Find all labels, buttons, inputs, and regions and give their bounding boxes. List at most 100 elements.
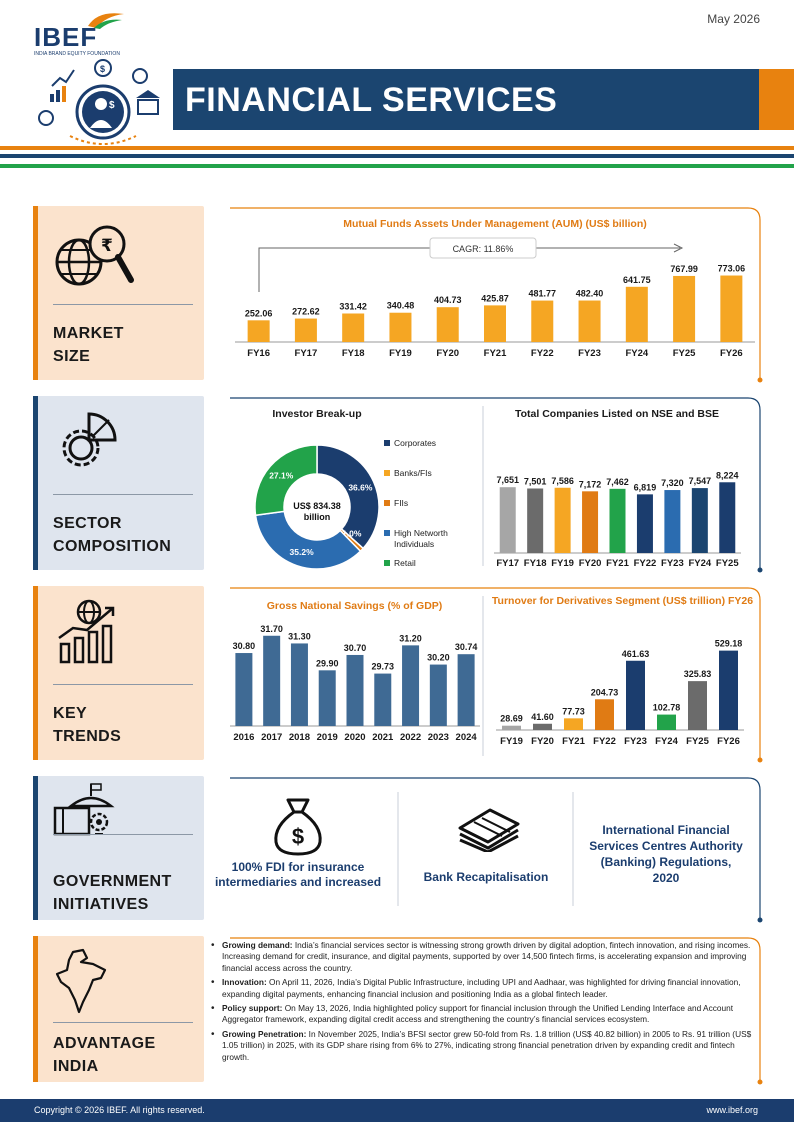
aum-category-label: FY25 [673,348,696,359]
savings-bar [290,643,308,726]
green-stripe [0,164,794,168]
aum-category-label: FY20 [436,348,459,359]
listed-category-label: FY17 [496,558,519,569]
gov-item-fdi-insurance: 100% FDI for insurance intermediaries an… [214,860,382,889]
aum-bar [578,300,601,342]
government-initiatives-label-line1: GOVERNMENT [53,873,172,890]
legend-label: Corporates [394,438,436,448]
government-initiatives-divider [53,834,193,835]
svg-text:$: $ [292,824,304,849]
market-size-label-line2: SIZE [53,348,91,365]
listed-category-label: FY18 [524,558,547,569]
savings-category-label: 2020 [344,732,365,743]
savings-value-label: 30.70 [344,643,367,653]
aum-value-label: 482.40 [576,289,604,299]
savings-bar [429,664,447,726]
savings-category-label: 2017 [261,732,282,743]
savings-value-label: 30.80 [233,641,256,651]
listed-value-label: 7,651 [496,475,519,485]
investor-slice [254,510,362,570]
title-banner: FINANCIAL SERVICES [173,69,759,130]
listed-value-label: 7,586 [551,476,574,486]
derivatives-category-label: FY20 [531,736,554,747]
derivatives-bar [533,723,552,730]
advantage-points-list: Growing demand: India’s financial servic… [210,940,762,1066]
aum-chart-title: Mutual Funds Assets Under Management (AU… [343,218,647,230]
listed-value-label: 6,819 [634,482,657,492]
aum-value-label: 641.75 [623,275,651,285]
legend-label: High Networth [394,528,448,538]
market-size-label: MARKET SIZE [53,322,124,368]
listed-value-label: 8,224 [716,470,739,480]
listed-bar [719,482,736,553]
savings-bar [318,670,336,726]
page-footer: Copyright © 2026 IBEF. All rights reserv… [0,1099,794,1122]
government-initiatives-label: GOVERNMENT INITIATIVES [53,870,172,916]
aum-value-label: 340.48 [387,301,415,311]
title-accent-block [759,69,794,130]
derivatives-value-label: 461.63 [622,649,650,659]
key-trends-box: KEY TRENDS [33,586,204,760]
ibef-logo: IBEF INDIA BRAND EQUITY FOUNDATION [34,13,144,58]
advantage-india-box: ADVANTAGE INDIA [33,936,204,1082]
derivatives-bar [688,681,707,730]
derivatives-bar [564,718,583,730]
market-size-box: ₹ MARKET SIZE [33,206,204,380]
derivatives-category-label: FY24 [655,736,678,747]
savings-bar [263,635,281,726]
aum-category-label: FY23 [578,348,601,359]
advantage-point-heading: Growing demand: [222,940,293,950]
advantage-point: Growing Penetration: In November 2025, I… [210,1029,762,1063]
derivatives-value-label: 102.78 [653,703,681,713]
government-initiatives-bar [33,776,38,920]
aum-category-label: FY17 [295,348,318,359]
aum-value-label: 404.73 [434,295,462,305]
listed-bar [554,487,571,553]
legend-label: FIIs [394,498,408,508]
aum-value-label: 425.87 [481,293,509,303]
listed-chart-title: Total Companies Listed on NSE and BSE [515,408,719,420]
legend-swatch [384,560,390,566]
investor-slice-label: 35.2% [290,547,315,557]
website-link[interactable]: www.ibef.org [706,1105,758,1115]
derivatives-category-label: FY21 [562,736,585,747]
savings-value-label: 30.74 [455,642,478,652]
listed-category-label: FY21 [606,558,629,569]
investor-slice-label: 1.0% [342,529,362,539]
key-trends-bar [33,586,38,760]
advantage-india-label: ADVANTAGE INDIA [53,1032,156,1078]
advantage-point: Policy support: On May 13, 2026, India h… [210,1003,762,1026]
donut-center-line2: billion [304,512,331,522]
sector-composition-label: SECTOR COMPOSITION [53,512,171,558]
sector-composition-box: SECTOR COMPOSITION [33,396,204,570]
advantage-india-divider [53,1022,193,1023]
aum-value-label: 773.06 [718,264,746,274]
advantage-india-bar [33,936,38,1082]
listed-value-label: 7,462 [606,477,629,487]
savings-bar [235,653,253,726]
derivatives-bar [626,660,645,730]
investor-chart-title: Investor Break-up [272,408,362,420]
government-initiatives-box: GOVERNMENT INITIATIVES [33,776,204,920]
aum-value-label: 252.06 [245,308,273,318]
derivatives-value-label: 28.69 [500,714,523,724]
advantage-point-body: On April 11, 2026, India’s Digital Publi… [222,977,741,999]
flag-swoosh-icon [88,13,124,29]
derivatives-bar [595,699,614,730]
investor-donut-chart: 36.6%0.0%1.0%35.2%27.1% US$ 834.38 billi… [254,438,448,570]
legend-label: Individuals [394,539,434,549]
aum-bar [484,305,506,342]
derivatives-category-label: FY22 [593,736,616,747]
cagr-badge [429,237,537,259]
advantage-india-label-line1: ADVANTAGE [53,1035,156,1052]
listed-category-label: FY25 [716,558,739,569]
savings-bar [346,654,364,726]
derivatives-value-label: 325.83 [684,669,712,679]
listed-category-label: FY23 [661,558,684,569]
savings-category-label: 2022 [400,732,421,743]
market-size-bar [33,206,38,380]
derivatives-value-label: 41.60 [531,712,554,722]
aum-bar [294,318,317,342]
orange-stripe [0,146,794,150]
derivatives-value-label: 204.73 [591,687,619,697]
